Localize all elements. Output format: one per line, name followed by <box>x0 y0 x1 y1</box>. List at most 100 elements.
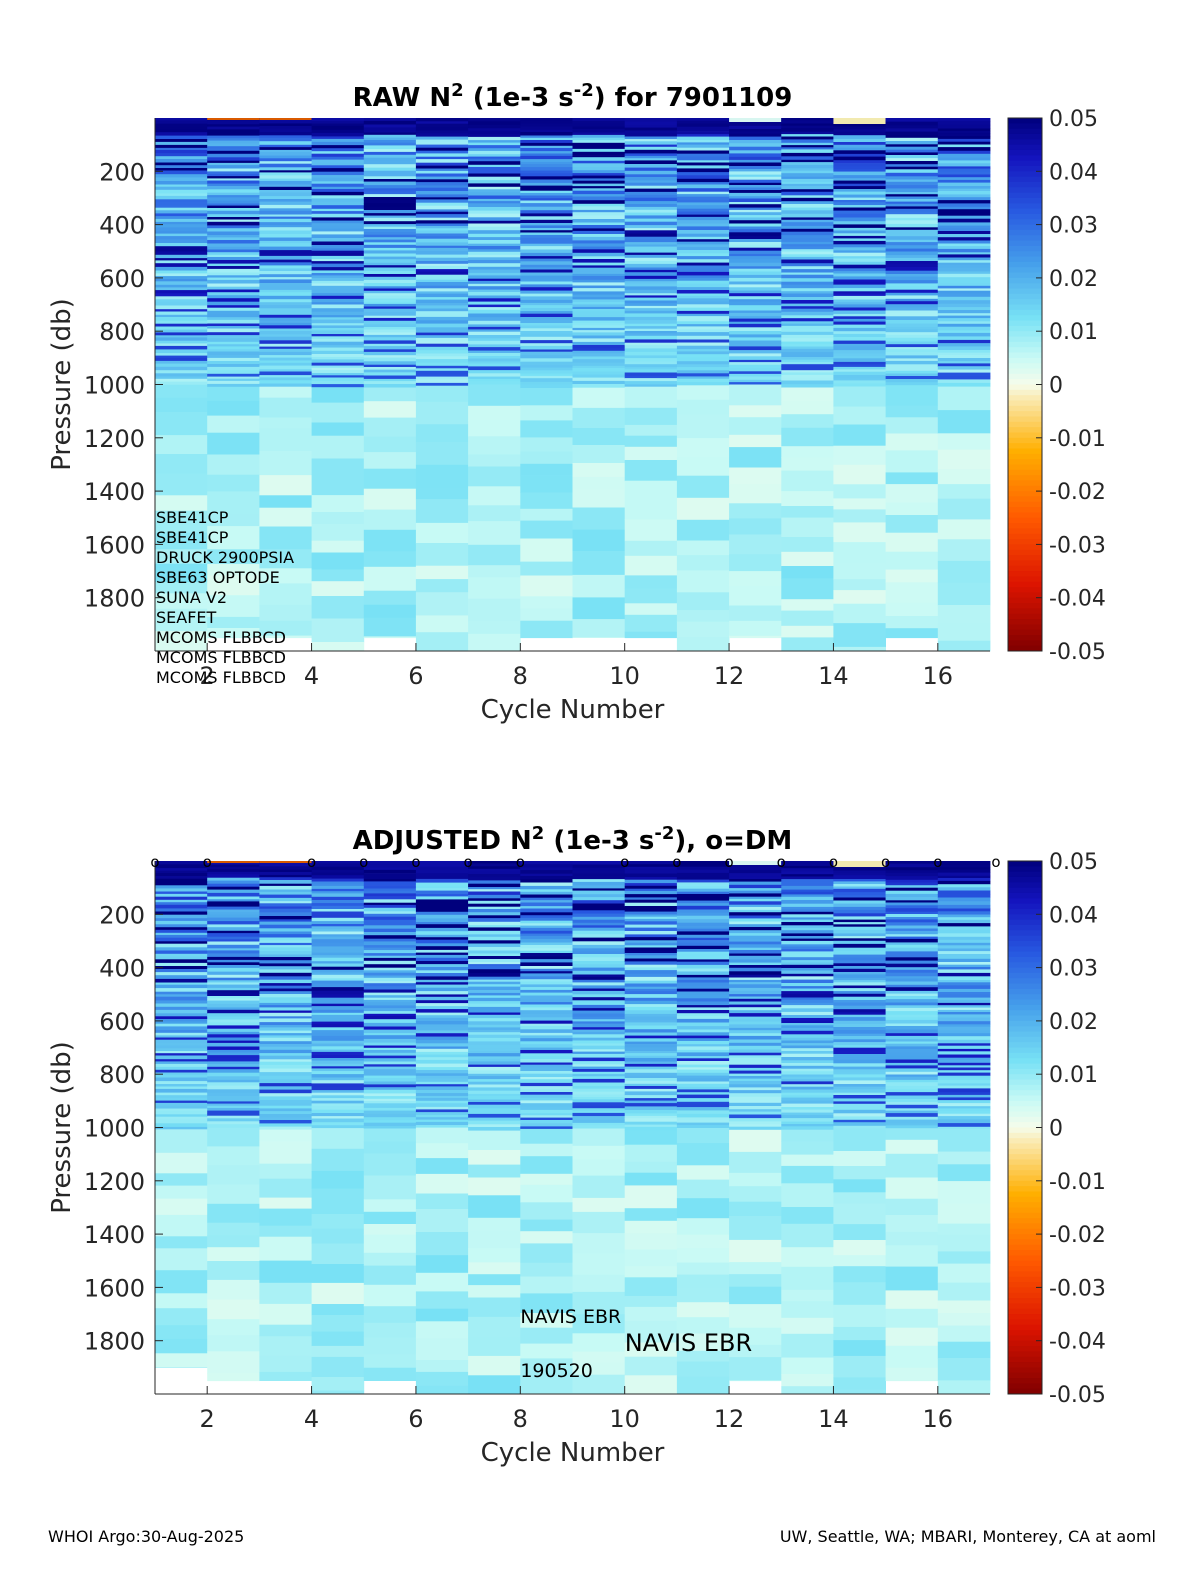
heatmap-cell <box>676 313 730 317</box>
heatmap-cell <box>363 1033 417 1036</box>
heatmap-cell <box>937 1030 991 1034</box>
heatmap-cell <box>937 228 991 232</box>
heatmap-cell <box>885 951 939 956</box>
heatmap-cell <box>415 918 469 923</box>
heatmap-cell <box>520 451 573 465</box>
heatmap-cell <box>520 876 573 880</box>
heatmap-cell <box>468 298 521 302</box>
heatmap-cell <box>833 1179 886 1193</box>
heatmap-cell <box>468 384 521 407</box>
heatmap-cell <box>572 1069 626 1073</box>
heatmap-cell <box>363 276 417 281</box>
heatmap-cell <box>729 635 782 639</box>
heatmap-cell <box>833 150 886 155</box>
heatmap-cell <box>729 156 782 161</box>
heatmap-cell <box>624 950 678 954</box>
heatmap-cell <box>781 1071 834 1075</box>
colorbar-segment <box>1008 861 1042 867</box>
heatmap-cell <box>363 324 417 328</box>
heatmap-cell <box>572 200 626 205</box>
heatmap-cell <box>781 871 834 875</box>
heatmap-cell <box>520 1044 573 1048</box>
heatmap-cell <box>468 1056 521 1060</box>
heatmap-cell <box>155 924 208 928</box>
heatmap-cell <box>833 1151 886 1167</box>
heatmap-cell <box>729 901 782 906</box>
heatmap-cell <box>207 861 260 863</box>
heatmap-cell <box>259 351 312 356</box>
colorbar-segment <box>1008 165 1042 172</box>
heatmap-cell <box>572 1105 626 1109</box>
heatmap-cell <box>207 1127 260 1147</box>
heatmap-cell <box>624 174 678 178</box>
heatmap-cell <box>937 1051 991 1055</box>
heatmap-cell <box>363 879 417 882</box>
heatmap-cell <box>520 225 573 229</box>
heatmap-cell <box>833 1109 886 1114</box>
heatmap-cell <box>729 927 782 931</box>
heatmap-cell <box>885 201 939 205</box>
heatmap-cell <box>363 992 417 996</box>
heatmap-cell <box>572 897 626 901</box>
heatmap-cell <box>729 196 782 199</box>
heatmap-cell <box>833 202 886 206</box>
heatmap-cell <box>729 266 782 269</box>
heatmap-cell <box>311 980 365 984</box>
heatmap-cell <box>781 128 834 133</box>
heatmap-cell <box>259 924 312 929</box>
heatmap-cell <box>311 1060 365 1064</box>
heatmap-cell <box>311 1046 365 1050</box>
heatmap-cell <box>937 361 991 364</box>
heatmap-cell <box>415 382 469 387</box>
heatmap-cell <box>468 136 521 141</box>
heatmap-cell <box>833 590 886 605</box>
heatmap-cell <box>311 1038 365 1042</box>
heatmap-cell <box>311 1331 365 1347</box>
heatmap-cell <box>311 1282 365 1305</box>
heatmap-cell <box>676 253 730 257</box>
heatmap-cell <box>207 1184 260 1205</box>
heatmap-cell <box>520 1358 573 1371</box>
heatmap-cell <box>363 1354 417 1369</box>
heatmap-cell <box>415 401 469 425</box>
heatmap-cell <box>311 387 365 403</box>
footer-left-text: WHOI Argo:30-Aug-2025 <box>48 1527 245 1546</box>
heatmap-cell <box>833 1203 886 1225</box>
heatmap-cell <box>207 240 260 244</box>
heatmap-cell <box>415 123 469 128</box>
heatmap-cell <box>311 512 365 525</box>
heatmap-cell <box>259 196 312 200</box>
heatmap-cell <box>259 934 312 938</box>
heatmap-cell <box>311 270 365 274</box>
heatmap-cell <box>572 1008 626 1011</box>
heatmap-cell <box>833 498 886 510</box>
heatmap-cell <box>363 551 417 568</box>
heatmap-cell <box>468 505 521 522</box>
colorbar-segment <box>1008 1362 1042 1368</box>
heatmap-cell <box>207 214 260 218</box>
heatmap-cell <box>781 352 834 356</box>
heatmap-cell <box>520 420 573 438</box>
heatmap-cell <box>937 1119 991 1124</box>
heatmap-cell <box>729 893 782 898</box>
heatmap-cell <box>311 1264 365 1284</box>
colorbar-segment <box>1008 299 1042 306</box>
heatmap-cell <box>676 1143 730 1166</box>
heatmap-cell <box>729 1126 782 1131</box>
heatmap-cell <box>259 268 312 272</box>
heatmap-cell <box>520 1059 573 1063</box>
heatmap-cell <box>885 313 939 317</box>
heatmap-cell <box>259 1010 312 1014</box>
colorbar-segment <box>1008 898 1042 905</box>
heatmap-cell <box>311 915 365 919</box>
heatmap-cell <box>363 885 417 889</box>
heatmap-cell <box>155 1032 208 1036</box>
heatmap-cell <box>624 182 678 187</box>
heatmap-cell <box>781 338 834 342</box>
heatmap-cell <box>624 331 678 334</box>
heatmap-cell <box>833 327 886 332</box>
heatmap-cell <box>729 1027 782 1031</box>
heatmap-cell <box>415 861 469 864</box>
heatmap-cell <box>520 891 573 895</box>
heatmap-cell <box>259 1324 312 1337</box>
